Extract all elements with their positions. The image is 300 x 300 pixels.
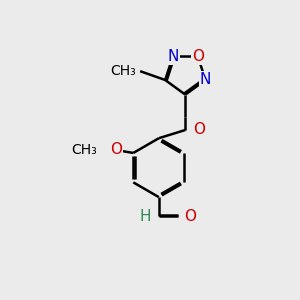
Text: CH₃: CH₃	[110, 64, 136, 78]
Text: O: O	[194, 122, 206, 137]
Text: O: O	[192, 49, 204, 64]
Text: CH₃: CH₃	[72, 143, 98, 157]
Text: H: H	[140, 209, 152, 224]
Text: N: N	[200, 73, 211, 88]
Text: N: N	[167, 49, 178, 64]
Text: O: O	[110, 142, 122, 158]
Text: O: O	[184, 209, 196, 224]
